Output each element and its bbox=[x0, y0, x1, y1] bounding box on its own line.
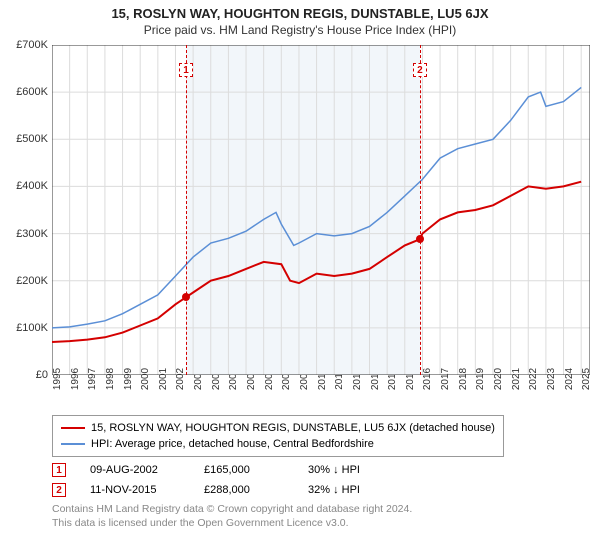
transaction-marker-2: 2 bbox=[52, 483, 66, 497]
transaction-date: 09-AUG-2002 bbox=[90, 464, 180, 476]
transaction-delta: 32% ↓ HPI bbox=[308, 484, 360, 496]
transaction-row: 2 11-NOV-2015 £288,000 32% ↓ HPI bbox=[52, 483, 592, 497]
legend-swatch-property bbox=[61, 427, 85, 429]
marker-line-2 bbox=[420, 45, 421, 375]
marker-dot-1 bbox=[182, 293, 190, 301]
transaction-delta: 30% ↓ HPI bbox=[308, 464, 360, 476]
legend-row: 15, ROSLYN WAY, HOUGHTON REGIS, DUNSTABL… bbox=[61, 420, 495, 436]
transaction-price: £165,000 bbox=[204, 464, 284, 476]
y-axis-tick-label: £700K bbox=[16, 39, 48, 51]
footer: Contains HM Land Registry data © Crown c… bbox=[52, 503, 592, 530]
y-axis-tick-label: £400K bbox=[16, 180, 48, 192]
transaction-price: £288,000 bbox=[204, 484, 284, 496]
footer-line: This data is licensed under the Open Gov… bbox=[52, 517, 592, 531]
marker-box-2: 2 bbox=[413, 63, 427, 77]
chart-title: 15, ROSLYN WAY, HOUGHTON REGIS, DUNSTABL… bbox=[8, 6, 592, 21]
chart-svg bbox=[52, 45, 590, 375]
marker-box-1: 1 bbox=[179, 63, 193, 77]
chart-container: £0£100K£200K£300K£400K£500K£600K£700K199… bbox=[8, 45, 592, 375]
y-axis-tick-label: £300K bbox=[16, 228, 48, 240]
y-axis-tick-label: £100K bbox=[16, 322, 48, 334]
legend-label: 15, ROSLYN WAY, HOUGHTON REGIS, DUNSTABL… bbox=[91, 420, 495, 436]
chart-subtitle: Price paid vs. HM Land Registry's House … bbox=[8, 23, 592, 37]
legend-label: HPI: Average price, detached house, Cent… bbox=[91, 436, 374, 452]
legend-row: HPI: Average price, detached house, Cent… bbox=[61, 436, 495, 452]
transaction-date: 11-NOV-2015 bbox=[90, 484, 180, 496]
transaction-row: 1 09-AUG-2002 £165,000 30% ↓ HPI bbox=[52, 463, 592, 477]
transactions-table: 1 09-AUG-2002 £165,000 30% ↓ HPI 2 11-NO… bbox=[52, 463, 592, 497]
y-axis-tick-label: £500K bbox=[16, 133, 48, 145]
legend: 15, ROSLYN WAY, HOUGHTON REGIS, DUNSTABL… bbox=[52, 415, 504, 457]
y-axis-tick-label: £600K bbox=[16, 86, 48, 98]
marker-dot-2 bbox=[416, 235, 424, 243]
plot-area: £0£100K£200K£300K£400K£500K£600K£700K199… bbox=[52, 45, 590, 375]
y-axis-tick-label: £200K bbox=[16, 275, 48, 287]
legend-swatch-hpi bbox=[61, 443, 85, 445]
y-axis-tick-label: £0 bbox=[36, 369, 48, 381]
transaction-marker-1: 1 bbox=[52, 463, 66, 477]
footer-line: Contains HM Land Registry data © Crown c… bbox=[52, 503, 592, 517]
marker-line-1 bbox=[186, 45, 187, 375]
